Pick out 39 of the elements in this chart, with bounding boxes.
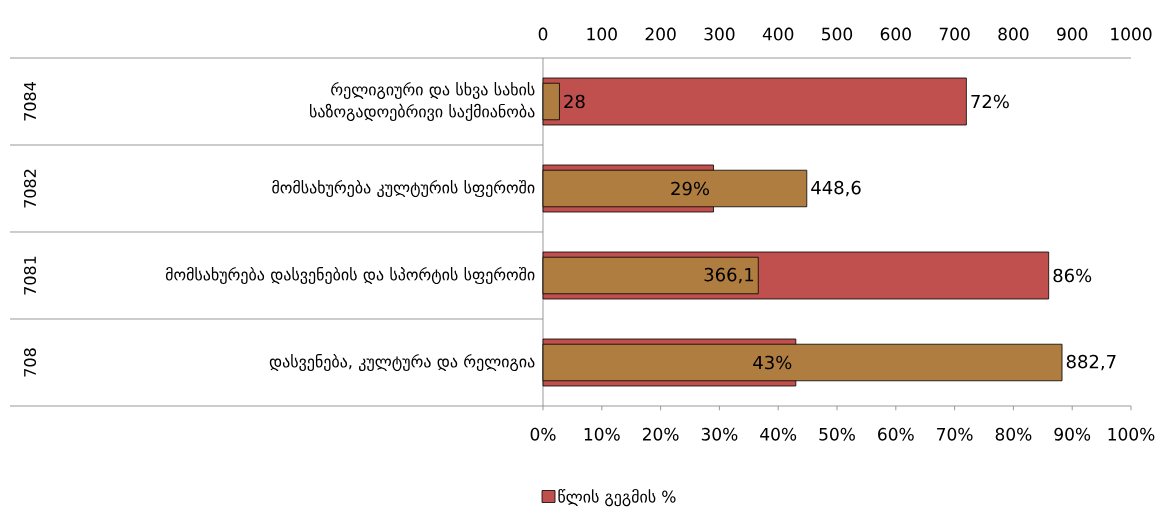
x-tick-label: 40%	[760, 427, 797, 441]
y-tick-label: მომსახურება დასვენების და სპორტის სფეროში	[165, 266, 535, 285]
x-tick-label: 70%	[937, 427, 973, 441]
x2-tick-label: 0	[538, 27, 548, 41]
text: 708	[23, 348, 37, 377]
x-tick-label: 30%	[701, 427, 738, 441]
data-label: 43%	[753, 355, 792, 370]
x2-tick-label: 100	[587, 27, 617, 41]
x2-tick-label: 900	[1057, 27, 1088, 41]
x2-tick-label: 300	[704, 27, 735, 41]
data-label: 366,1	[704, 267, 754, 284]
y-tick-label: მომსახურება კულტურის სფეროში	[272, 179, 535, 198]
text: 7084	[23, 82, 37, 121]
text: 7082	[23, 169, 37, 208]
text: 7081	[23, 256, 37, 295]
x2-tick-label: 500	[822, 27, 853, 41]
x-tick-label: 0%	[530, 427, 556, 441]
x2-tick-label: 400	[762, 27, 794, 41]
x-tick-label: 90%	[1054, 427, 1091, 441]
y-tick-label: დასვენება, კულტურა და რელიგია	[269, 353, 535, 372]
x-tick-label: 50%	[819, 427, 855, 441]
data-label: 86%	[1053, 268, 1092, 283]
x-tick-label: 20%	[642, 427, 679, 441]
x2-tick-label: 200	[645, 27, 676, 41]
x-tick-label: 10%	[584, 427, 620, 441]
x2-tick-label: 800	[998, 27, 1029, 41]
x-tick-label: 60%	[878, 427, 914, 441]
y-tick-label: რელიგიური და სხვა სახის საზოგადოებრივი საქმიანობა	[310, 81, 535, 122]
x2-tick-label: 700	[939, 27, 970, 41]
x-tick-label: 80%	[995, 427, 1032, 441]
x2-tick-label: 600	[880, 27, 911, 41]
legend-label: წლის გეგმის %	[558, 489, 676, 507]
data-label: 28	[564, 94, 585, 109]
data-label: 448,6	[811, 180, 861, 197]
data-label: 72%	[971, 94, 1009, 109]
data-label: 882,7	[1066, 354, 1116, 371]
x2-tick-label: 1000	[1111, 27, 1152, 41]
data-label: 29%	[671, 181, 710, 196]
x-tick-label: 100%	[1108, 427, 1155, 441]
